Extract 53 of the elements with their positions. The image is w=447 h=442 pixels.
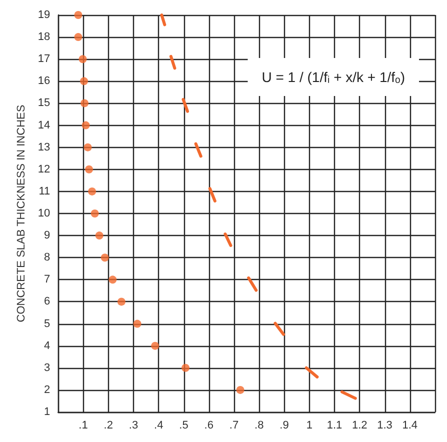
y-tick-label: 14 [38,119,50,132]
x-tick-label: 1.1 [326,420,342,432]
y-tick-label: 2 [44,384,50,396]
x-tick-label: .8 [254,420,264,432]
y-tick-label: 12 [38,163,50,176]
x-tick-label: .3 [128,420,138,432]
point [74,11,82,19]
y-tick-label: 17 [38,53,50,66]
x-tick-label: .2 [104,420,113,432]
point [236,386,244,394]
y-tick-label: 19 [38,9,50,21]
point [182,364,190,372]
point [133,320,142,328]
point [95,232,104,240]
y-tick-label: 6 [44,296,50,308]
point [82,121,90,130]
x-tick-label: 1.4 [402,420,418,432]
y-tick-label: 15 [38,97,50,110]
y-tick-label: 13 [38,141,50,154]
x-tick-label: .9 [280,420,289,432]
y-tick-label: 11 [38,185,50,198]
y-tick-label: 7 [44,274,50,286]
point [80,77,88,86]
point [74,33,82,42]
y-tick-label: 3 [44,362,50,374]
x-tick-label: .1 [78,420,88,432]
y-axis-title: CONCRETE SLAB THICKNESS IN INCHES [16,104,28,322]
point [151,342,160,350]
x-tick-label: 1 [306,420,312,432]
point [88,187,96,196]
x-tick-label: 1.3 [377,420,392,432]
point [84,143,92,152]
y-tick-label: 9 [44,230,50,242]
y-tick-label: 5 [44,318,50,330]
x-tick-label: .7 [229,420,239,432]
point [80,99,89,108]
point [100,254,109,262]
y-tick-label: 1 [44,406,50,418]
x-tick-label: .6 [204,420,214,432]
point [117,298,126,306]
point [90,210,99,218]
point [85,165,94,174]
point [108,276,117,284]
annotation: U = 1 / (1/fᵢ + x/k + 1/fₒ) [262,69,406,85]
y-tick-label: 18 [38,31,50,44]
x-tick-label: .5 [179,420,188,432]
y-tick-label: 4 [44,340,50,352]
x-tick-label: .4 [154,420,164,432]
y-tick-label: 10 [38,208,50,220]
y-tick-label: 16 [38,75,50,88]
point [78,55,87,64]
x-tick-label: 1.2 [352,420,368,432]
y-tick-label: 8 [44,252,50,264]
